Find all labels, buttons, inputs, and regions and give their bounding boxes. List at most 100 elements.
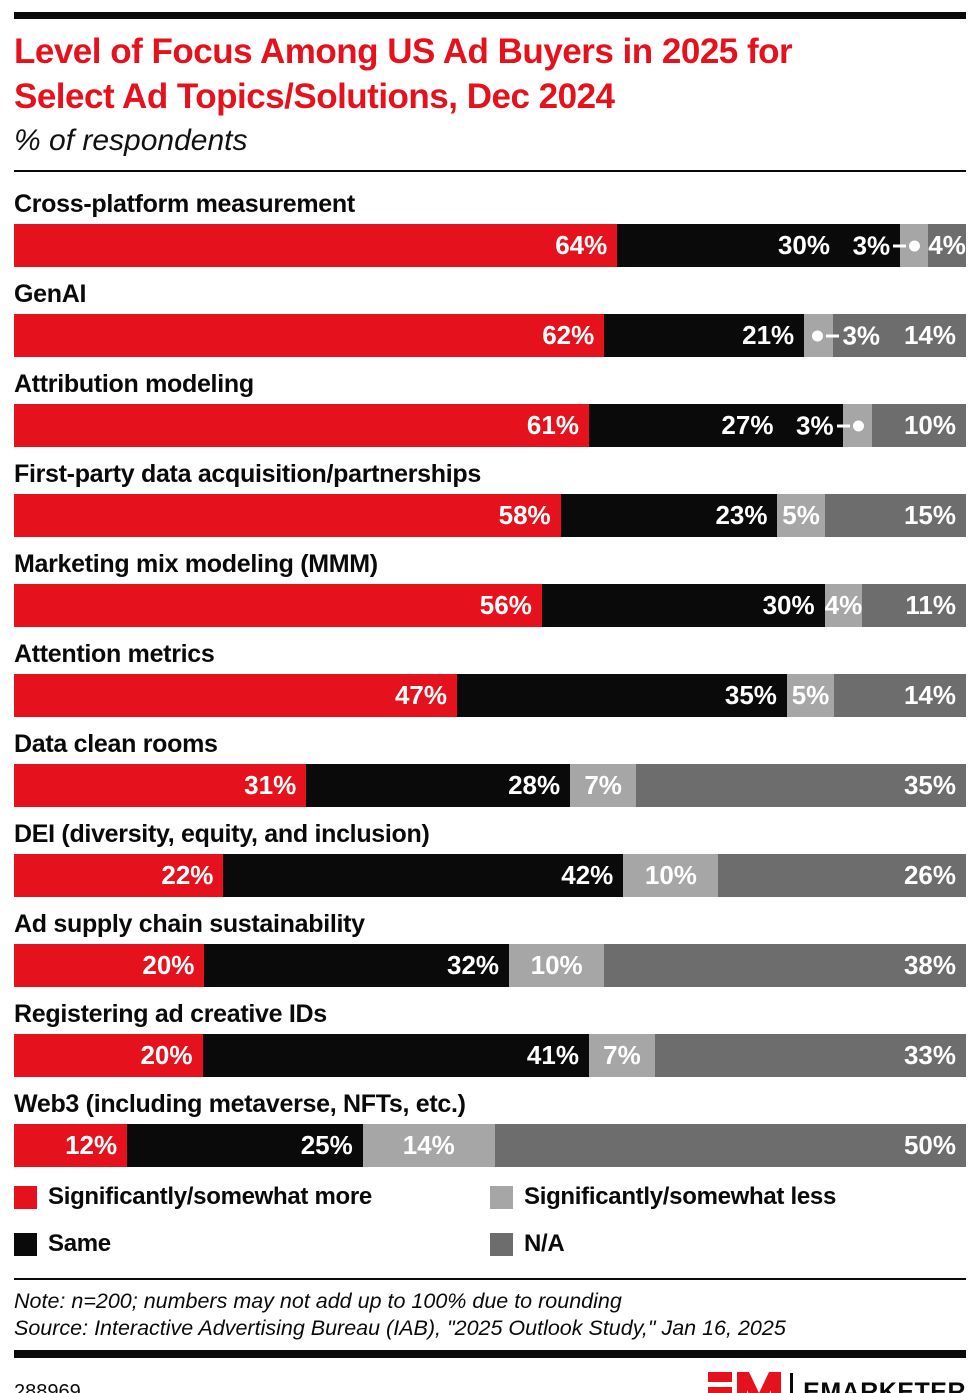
chart-row: Registering ad creative IDs 20% 41% 7% 33%: [14, 1000, 966, 1077]
segment-value-label: 4%: [824, 590, 863, 620]
bar-segment-more: 56%: [14, 584, 542, 627]
category-label: Data clean rooms: [14, 730, 218, 758]
chart-row: Data clean rooms 31% 28% 7% 35%: [14, 730, 967, 807]
bar-segment-same: 25%: [127, 1124, 363, 1167]
segment-value-label: 31%: [244, 770, 297, 800]
chart-row: Web3 (including metaverse, NFTs, etc.) 12…: [14, 1090, 966, 1167]
leader-label: 3%: [812, 320, 880, 351]
segment-value-label: 7%: [603, 1040, 641, 1070]
chart-row: DEI (diversity, equity, and inclusion) 22…: [14, 820, 966, 897]
stacked-bar: 56% 30% 4% 11%: [14, 584, 966, 627]
bar-segment-less: 10%: [623, 854, 719, 897]
leader-dot: [812, 330, 824, 341]
bar-segment-na: 11%: [862, 584, 966, 627]
bar-segment-less: 5%: [786, 674, 835, 717]
bar-segment-more: 62%: [14, 314, 605, 357]
category-label: Cross-platform measurement: [14, 190, 355, 218]
leader-line: [826, 334, 840, 337]
bar-segment-more: 22%: [14, 854, 224, 897]
segment-value-label: 41%: [526, 1040, 579, 1070]
bar-segment-more: 12%: [14, 1124, 128, 1167]
chart-header: Level of Focus Among US Ad Buyers in 202…: [14, 12, 966, 172]
chart-row: Ad supply chain sustainability 20% 32% 10% 3…: [14, 910, 967, 987]
header-divider: [14, 170, 966, 172]
stacked-bar: 20% 32% 10% 38%: [14, 944, 967, 987]
stacked-bar: 58% 23% 5% 15%: [14, 494, 966, 537]
bar-segment-na: 33%: [654, 1034, 966, 1077]
legend-item-less: Significantly/somewhat less: [490, 1183, 966, 1211]
bar-segment-less: 3%: [804, 314, 880, 357]
em-logo-icon: [708, 1372, 782, 1393]
chart-id: 288969: [14, 1380, 81, 1393]
bar-segment-na: 14%: [834, 674, 966, 717]
segment-value-label: 12%: [65, 1130, 118, 1160]
bar-segment-na: 4%: [928, 224, 966, 267]
bar-segment-more: 61%: [14, 404, 589, 447]
segment-value-label: 3%: [842, 320, 881, 350]
legend-label-na: N/A: [524, 1230, 565, 1257]
segment-value-label: 33%: [903, 1040, 956, 1070]
stacked-bar: 62% 21% 3% 14%: [14, 314, 966, 357]
segment-value-label: 56%: [479, 590, 532, 620]
note-text: Note: n=200; numbers may not add up to 1…: [14, 1289, 622, 1313]
logo-divider: [790, 1373, 794, 1393]
chart-row: First-party data acquisition/partnership…: [14, 460, 966, 537]
chart-row: Attribution modeling 61% 27% 3% 10%: [14, 370, 966, 447]
bar-segment-same: 21%: [604, 314, 805, 357]
bar-segment-same: 27%: [588, 404, 844, 447]
stacked-bar: 61% 27% 3% 10%: [14, 404, 966, 447]
leader-dot: [909, 240, 921, 251]
stacked-bar-chart: Cross-platform measurement 64% 30% 3% 4% GenA…: [14, 190, 967, 1167]
bar-segment-less: 10%: [509, 944, 605, 987]
leader-label: 3%: [853, 230, 921, 261]
bar-segment-same: 30%: [541, 584, 825, 627]
stacked-bar: 47% 35% 5% 14%: [14, 674, 966, 717]
segment-value-label: 3%: [852, 230, 891, 260]
segment-value-label: 14%: [402, 1130, 455, 1160]
bar-segment-more: 58%: [14, 494, 561, 537]
segment-value-label: 62%: [542, 320, 595, 350]
segment-value-label: 11%: [905, 590, 956, 620]
chart-title-line2: Select Ad Topics/Solutions, Dec 2024: [14, 77, 615, 116]
brand-wordmark: EMARKETER: [803, 1377, 966, 1393]
segment-value-label: 26%: [903, 860, 956, 890]
legend-swatch-more: [14, 1185, 37, 1209]
legend-swatch-na: [490, 1232, 513, 1256]
bar-segment-na: 10%: [871, 404, 966, 447]
leader-line: [836, 424, 850, 427]
bar-segment-same: 28%: [306, 764, 571, 807]
bottom-rule: [14, 1350, 966, 1358]
segment-value-label: 30%: [777, 230, 831, 260]
notes-divider: [14, 1278, 966, 1280]
chart-row: GenAI 62% 21% 3% 14%: [14, 280, 966, 357]
bar-segment-na: 38%: [604, 944, 967, 987]
segment-value-label: 42%: [561, 860, 614, 890]
notes: Note: n=200; numbers may not add up to 1…: [14, 1288, 966, 1342]
segment-value-label: 35%: [903, 770, 957, 800]
chart-row: Attention metrics 47% 35% 5% 14%: [14, 640, 966, 717]
segment-value-label: 38%: [903, 950, 957, 980]
segment-value-label: 47%: [394, 680, 448, 710]
bar-segment-more: 31%: [14, 764, 307, 807]
segment-value-label: 28%: [508, 770, 561, 800]
segment-value-label: 14%: [903, 680, 956, 710]
bar-segment-same: 41%: [202, 1034, 589, 1077]
emarketer-logo: EMARKETER: [708, 1370, 966, 1393]
segment-value-label: 61%: [526, 410, 579, 440]
chart-row: Cross-platform measurement 64% 30% 3% 4%: [14, 190, 966, 267]
chart-title-line1: Level of Focus Among US Ad Buyers in 202…: [14, 32, 793, 71]
stacked-bar: 22% 42% 10% 26%: [14, 854, 966, 897]
legend: Significantly/somewhat more Significantl…: [14, 1183, 966, 1258]
bar-segment-more: 64%: [14, 224, 618, 267]
segment-value-label: 10%: [903, 410, 956, 440]
bar-segment-less: 7%: [570, 764, 637, 807]
stacked-bar: 64% 30% 3% 4%: [14, 224, 966, 267]
segment-value-label: 7%: [584, 770, 622, 800]
category-label: Marketing mix modeling (MMM): [14, 550, 378, 578]
bar-segment-same: 32%: [204, 944, 510, 987]
stacked-bar: 31% 28% 7% 35%: [14, 764, 967, 807]
category-label: First-party data acquisition/partnership…: [14, 460, 481, 488]
bar-segment-more: 20%: [14, 944, 205, 987]
segment-value-label: 35%: [724, 680, 777, 710]
